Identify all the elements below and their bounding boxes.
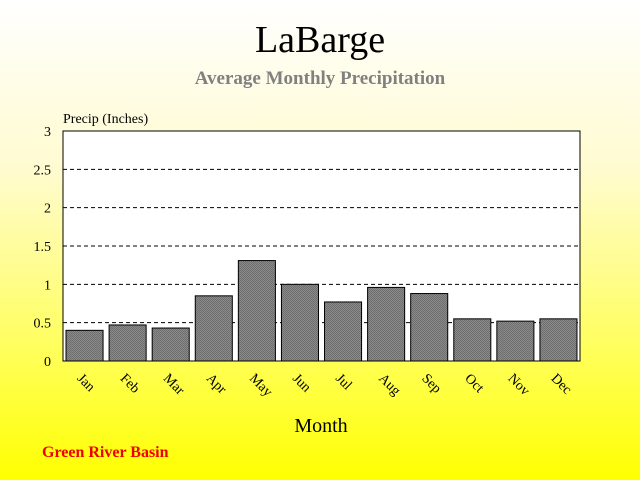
bar-dec bbox=[539, 318, 578, 362]
x-ticks: Jan Feb Mar Apr May Jun Jul Aug Sep Oct Nov Dec bbox=[74, 371, 574, 400]
bar-jul bbox=[324, 301, 363, 362]
bar-feb bbox=[108, 324, 147, 362]
y-tick-label: 3 bbox=[44, 125, 51, 140]
bar-nov bbox=[496, 320, 535, 362]
bar-may bbox=[237, 260, 276, 362]
x-tick-label: Mar bbox=[160, 371, 187, 398]
bars bbox=[65, 260, 578, 362]
bar-aug bbox=[367, 286, 406, 362]
x-tick-label: Jun bbox=[289, 371, 313, 395]
grid-lines bbox=[63, 168, 580, 324]
x-tick-label: Apr bbox=[203, 371, 229, 397]
x-tick-label: Jul bbox=[332, 371, 354, 393]
y-tick-label: 1.5 bbox=[34, 240, 52, 255]
x-tick-label: Jan bbox=[74, 371, 98, 395]
footer-label: Green River Basin bbox=[42, 444, 169, 461]
bar-oct bbox=[453, 318, 492, 362]
bar-jan bbox=[65, 329, 104, 362]
y-axis-label: Precip (Inches) bbox=[63, 112, 148, 127]
y-tick-label: 1 bbox=[44, 278, 51, 293]
x-tick-label: Dec bbox=[548, 371, 575, 398]
x-tick-label: May bbox=[246, 371, 275, 400]
y-tick-label: 2.5 bbox=[34, 163, 52, 178]
y-tick-label: 0 bbox=[44, 355, 51, 370]
x-tick-label: Nov bbox=[505, 371, 533, 399]
x-tick-label: Sep bbox=[418, 371, 443, 396]
chart-title: LaBarge bbox=[254, 19, 386, 61]
bar-jun bbox=[280, 283, 319, 362]
x-axis-label: Month bbox=[294, 415, 347, 437]
y-tick-label: 0.5 bbox=[34, 317, 52, 332]
bar-mar bbox=[151, 327, 190, 362]
x-tick-label: Aug bbox=[375, 371, 403, 399]
x-tick-label: Feb bbox=[117, 371, 142, 396]
y-ticks: 0 0.5 1 1.5 2 2.5 3 bbox=[34, 125, 52, 370]
chart-subtitle: Average Monthly Precipitation bbox=[194, 68, 446, 89]
y-tick-label: 2 bbox=[44, 202, 51, 217]
bar-sep bbox=[410, 293, 449, 362]
bar-apr bbox=[194, 295, 233, 362]
x-tick-label: Oct bbox=[461, 371, 486, 396]
